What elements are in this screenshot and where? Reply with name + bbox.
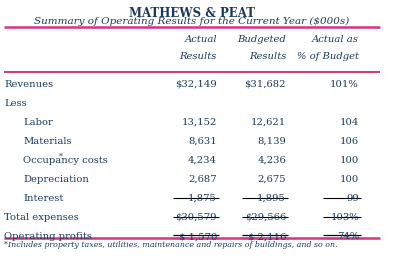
Text: 101%: 101%	[329, 80, 358, 88]
Text: $30,579: $30,579	[175, 213, 217, 222]
Text: Budgeted: Budgeted	[237, 35, 286, 44]
Text: Total expenses: Total expenses	[4, 213, 79, 222]
Text: Actual as: Actual as	[311, 35, 358, 44]
Text: Depreciation: Depreciation	[23, 175, 89, 184]
Text: 4,234: 4,234	[188, 156, 217, 165]
Text: Labor: Labor	[23, 118, 53, 127]
Text: 99: 99	[345, 194, 358, 203]
Text: 8,139: 8,139	[256, 137, 286, 146]
Text: % of Budget: % of Budget	[296, 52, 358, 61]
Text: Materials: Materials	[23, 137, 72, 146]
Text: Summary of Operating Results for the Current Year ($000s): Summary of Operating Results for the Cur…	[34, 17, 349, 26]
Text: *Includes property taxes, utilities, maintenance and repairs of buildings, and s: *Includes property taxes, utilities, mai…	[4, 241, 337, 250]
Text: Operating profits: Operating profits	[4, 232, 92, 241]
Text: 13,152: 13,152	[181, 118, 217, 127]
Text: $32,149: $32,149	[175, 80, 217, 88]
Text: 1,895: 1,895	[256, 194, 286, 203]
Text: *: *	[58, 153, 62, 161]
Text: 103%: 103%	[330, 213, 358, 222]
Text: 104: 104	[339, 118, 358, 127]
Text: Less: Less	[4, 99, 27, 108]
Text: 2,675: 2,675	[257, 175, 286, 184]
Text: Occupancy costs: Occupancy costs	[23, 156, 108, 165]
Text: Results: Results	[248, 52, 286, 61]
Text: Interest: Interest	[23, 194, 64, 203]
Text: $29,566: $29,566	[244, 213, 286, 222]
Text: Revenues: Revenues	[4, 80, 53, 88]
Text: 1,875: 1,875	[188, 194, 217, 203]
Text: 74%: 74%	[336, 232, 358, 241]
Text: $ 2,116: $ 2,116	[247, 232, 286, 241]
Text: 100: 100	[339, 175, 358, 184]
Text: 100: 100	[339, 156, 358, 165]
Text: MATHEWS & PEAT: MATHEWS & PEAT	[129, 7, 254, 20]
Text: 8,631: 8,631	[188, 137, 217, 146]
Text: 4,236: 4,236	[257, 156, 286, 165]
Text: 106: 106	[339, 137, 358, 146]
Text: 12,621: 12,621	[250, 118, 286, 127]
Text: Results: Results	[179, 52, 217, 61]
Text: Actual: Actual	[184, 35, 217, 44]
Text: $31,682: $31,682	[244, 80, 286, 88]
Text: $ 1,570: $ 1,570	[178, 232, 217, 241]
Text: 2,687: 2,687	[188, 175, 217, 184]
